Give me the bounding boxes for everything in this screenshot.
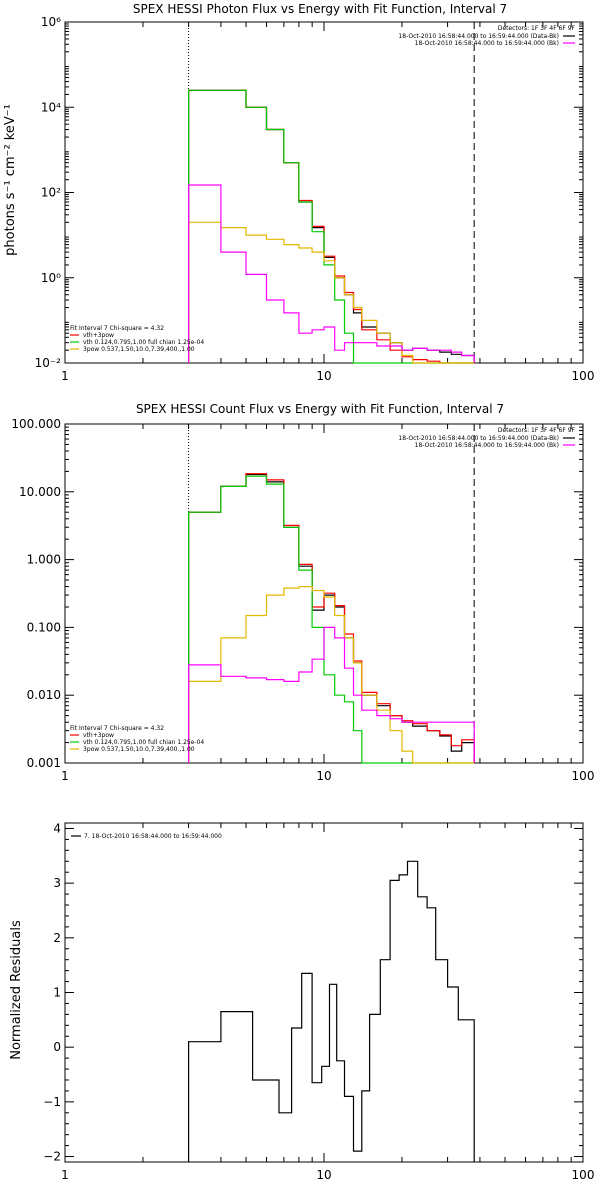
legend-fit-header: Fit Interval 7 Chi-square = 4.32 bbox=[70, 725, 164, 732]
x-tick-label: 10 bbox=[316, 369, 331, 383]
y-tick-label: 3 bbox=[53, 876, 61, 890]
x-tick-label: 1 bbox=[61, 1168, 69, 1182]
series-line-2 bbox=[188, 475, 475, 764]
x-tick-label: 100 bbox=[572, 369, 595, 383]
y-tick-label: 1 bbox=[53, 986, 61, 1000]
legend-entry-text: 18-Oct-2010 16:58:44.000 to 16:59:44.000… bbox=[415, 40, 559, 47]
series-line-0 bbox=[188, 860, 475, 1162]
legend-detectors: Detectors: 1F 3F 4F 6F 9F bbox=[498, 25, 576, 32]
y-tick-label: −2 bbox=[43, 1150, 61, 1164]
plot-frame bbox=[64, 21, 584, 364]
y-tick-label: 0.010 bbox=[27, 688, 61, 702]
y-tick-label: 2 bbox=[53, 931, 61, 945]
series-line-2 bbox=[188, 89, 475, 364]
plot-frame bbox=[64, 822, 584, 1163]
y-tick-label: 10⁻² bbox=[35, 356, 62, 370]
legend-fit-header: Fit Interval 7 Chi-square = 4.32 bbox=[70, 325, 164, 332]
y-tick-label: 0.100 bbox=[27, 620, 61, 634]
y-tick-label: 10⁶ bbox=[41, 15, 61, 29]
x-tick-label: 10 bbox=[316, 769, 331, 783]
series-line-1 bbox=[188, 473, 475, 763]
series-line-4 bbox=[188, 626, 475, 763]
x-tick-label: 100 bbox=[572, 1168, 595, 1182]
series-line-3 bbox=[188, 586, 475, 764]
residuals-y-label: Normalized Residuals bbox=[9, 920, 24, 1060]
y-tick-label: 10.000 bbox=[19, 485, 61, 499]
legend-entry-text: 18-Oct-2010 16:58:44.000 to 16:59:44.000… bbox=[398, 435, 559, 442]
y-tick-label: 4 bbox=[53, 821, 61, 835]
legend-fit-text: vth 0.124,0.795,1.00 full chian 1.25e-04 bbox=[83, 339, 204, 346]
legend-fit-text: vth 0.124,0.795,1.00 full chian 1.25e-04 bbox=[83, 739, 204, 746]
y-tick-label: 1.000 bbox=[27, 553, 61, 567]
legend-fit-text: vth+3pow bbox=[83, 732, 114, 739]
x-tick-label: 100 bbox=[572, 769, 595, 783]
photon-flux-panel: SPEX HESSI Photon Flux vs Energy with Fi… bbox=[3, 2, 594, 383]
y-tick-label: 10² bbox=[41, 186, 61, 200]
legend-entry-text: 18-Oct-2010 16:58:44.000 to 16:59:44.000… bbox=[415, 442, 559, 449]
count-flux-panel: SPEX HESSI Count Flux vs Energy with Fit… bbox=[11, 402, 594, 783]
y-tick-label: 0 bbox=[53, 1040, 61, 1054]
x-tick-label: 1 bbox=[61, 769, 69, 783]
legend-fit-text: 3pow 0.537,1.50,10.0,7.39,400.,1.00 bbox=[83, 746, 195, 753]
y-tick-label: 0.001 bbox=[27, 756, 61, 770]
residuals-legend-text: 7. 18-Oct-2010 16:58:44.000 to 16:59:44.… bbox=[84, 833, 222, 840]
photon-flux-y-label: photons s⁻¹ cm⁻² keV⁻¹ bbox=[3, 104, 18, 256]
y-tick-label: 100.000 bbox=[11, 417, 61, 431]
y-tick-label: 10⁰ bbox=[41, 271, 61, 285]
series-line-4 bbox=[188, 184, 475, 363]
count-flux-title: SPEX HESSI Count Flux vs Energy with Fit… bbox=[136, 402, 504, 416]
x-tick-label: 10 bbox=[316, 1168, 331, 1182]
x-tick-label: 1 bbox=[61, 369, 69, 383]
series-line-1 bbox=[188, 89, 475, 364]
photon-flux-title: SPEX HESSI Photon Flux vs Energy with Fi… bbox=[133, 2, 507, 16]
legend-detectors: Detectors: 1F 3F 4F 6F 9F bbox=[498, 427, 576, 434]
residuals-panel: Normalized Residuals 1 10 100 −2 −1 0 1 2 3 4 7. 1… bbox=[9, 821, 594, 1182]
legend-entry-text: 18-Oct-2010 16:58:44.000 to 16:59:44.000… bbox=[398, 33, 559, 40]
series-line-3 bbox=[188, 221, 475, 364]
legend-fit-text: 3pow 0.537,1.50,10.0,7.39,400.,1.00 bbox=[83, 346, 195, 353]
y-tick-label: 10⁴ bbox=[41, 100, 61, 114]
series-line-0 bbox=[188, 89, 475, 363]
series-line-0 bbox=[188, 473, 475, 763]
y-tick-label: −1 bbox=[43, 1095, 61, 1109]
legend-fit-text: vth+3pow bbox=[83, 332, 114, 339]
